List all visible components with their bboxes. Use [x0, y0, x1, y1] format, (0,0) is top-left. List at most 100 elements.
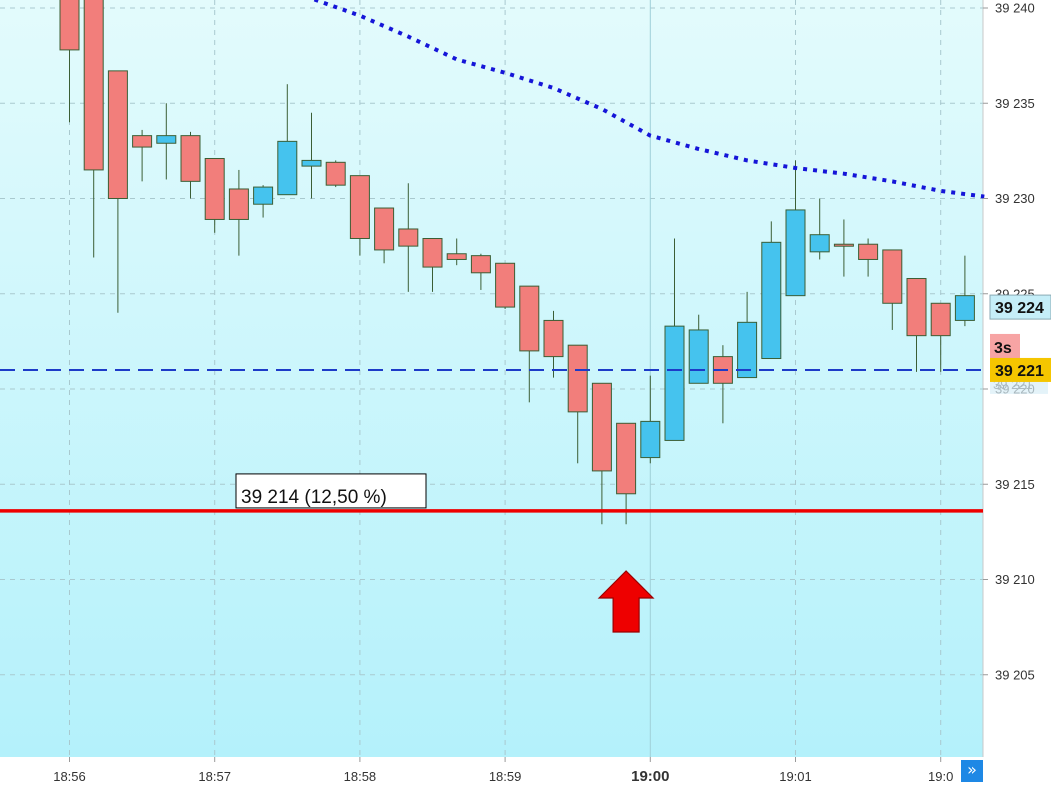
candle-body	[785, 209, 806, 297]
candle	[833, 219, 854, 277]
candle	[761, 221, 782, 360]
candle	[737, 291, 758, 379]
candle-body	[107, 70, 128, 199]
candle-body	[156, 135, 177, 144]
support-label-box	[235, 473, 427, 509]
candle-body	[906, 278, 927, 337]
candles-layer	[59, 0, 975, 525]
candle-body	[132, 135, 153, 148]
candle-body	[253, 186, 274, 205]
candle-body	[470, 255, 491, 274]
candle	[180, 131, 201, 199]
candle	[543, 310, 564, 378]
support-label-text: 39 214 (12,50 %)	[241, 487, 387, 508]
x-tick-label: 18:59	[489, 769, 522, 784]
candle-body	[882, 249, 903, 304]
candle	[858, 238, 879, 277]
x-tick-label: 18:58	[344, 769, 377, 784]
x-tick-label: 19:0	[928, 769, 953, 784]
axis-panel-bottom	[0, 757, 983, 784]
candle	[495, 262, 516, 309]
candle-body	[277, 140, 298, 196]
candle	[446, 238, 467, 266]
plot-background	[0, 0, 983, 757]
candle-body	[325, 161, 346, 186]
y-tick-label: 39 210	[995, 572, 1035, 587]
candle	[519, 285, 540, 403]
y-tick-label: 39 215	[995, 477, 1035, 492]
candle	[107, 70, 128, 313]
y-tick-label: 39 240	[995, 1, 1035, 16]
candle	[616, 422, 637, 525]
candle	[349, 175, 370, 256]
y-tick-label: 39 235	[995, 96, 1035, 111]
x-tick-label: 19:00	[631, 768, 669, 784]
candle	[567, 344, 588, 464]
candle-body	[446, 253, 467, 260]
x-tick-label: 18:57	[198, 769, 231, 784]
moving-average-line	[308, 0, 985, 199]
candle	[83, 0, 104, 258]
candle-body	[495, 262, 516, 308]
candle-body	[543, 319, 564, 358]
timer-label: 3s	[994, 340, 1012, 357]
candle-body	[664, 325, 685, 441]
x-tick-label: 18:56	[53, 769, 86, 784]
candle-body	[567, 344, 588, 413]
candle	[640, 375, 661, 464]
candle	[930, 302, 951, 372]
candle-body	[301, 159, 322, 167]
candle	[906, 278, 927, 372]
candle	[59, 0, 80, 123]
grid-layer	[0, 0, 983, 757]
candle-body	[616, 422, 637, 495]
y-tick-label: 39 205	[995, 667, 1035, 682]
candle	[809, 198, 830, 260]
candle	[664, 238, 685, 441]
candle	[132, 129, 153, 182]
timer-label-bg	[990, 333, 1020, 360]
candle	[374, 207, 395, 264]
y-tick-label: 39 230	[995, 191, 1035, 206]
candle	[204, 157, 225, 233]
candle-body	[930, 302, 951, 337]
scroll-right-button[interactable]: »	[961, 760, 983, 782]
candle	[301, 112, 322, 199]
upper-price-label-bg	[989, 294, 1051, 320]
candle-body	[761, 241, 782, 360]
current-price-label: 39 221	[995, 363, 1044, 380]
candle	[785, 160, 806, 297]
candle-body	[349, 175, 370, 240]
candle	[470, 253, 491, 290]
upper-price-label: 39 224	[995, 300, 1044, 317]
candle	[954, 255, 975, 327]
candle-body	[180, 135, 201, 182]
candle	[422, 238, 443, 292]
candle-body	[398, 228, 419, 247]
candle-body	[374, 207, 395, 251]
candle-body	[228, 188, 249, 220]
candle	[277, 84, 298, 196]
candle	[253, 185, 274, 218]
overlay-layer: 39 214 (12,50 %)	[0, 0, 985, 633]
candle-body	[83, 0, 104, 171]
current-price-label-bg	[990, 357, 1051, 382]
candle-body	[519, 285, 540, 352]
candle	[228, 169, 249, 256]
candle-body	[954, 295, 975, 321]
candle-body	[204, 157, 225, 220]
candle-body	[591, 382, 612, 472]
candle-body	[688, 329, 709, 384]
candle	[882, 249, 903, 330]
candle	[156, 103, 177, 180]
candle	[398, 183, 419, 292]
candle-body	[737, 321, 758, 379]
candle-body	[809, 234, 830, 253]
x-tick-label: 19:01	[779, 769, 812, 784]
candle-body	[858, 243, 879, 260]
buy-arrow-marker	[597, 570, 655, 633]
candle-body	[59, 0, 80, 51]
